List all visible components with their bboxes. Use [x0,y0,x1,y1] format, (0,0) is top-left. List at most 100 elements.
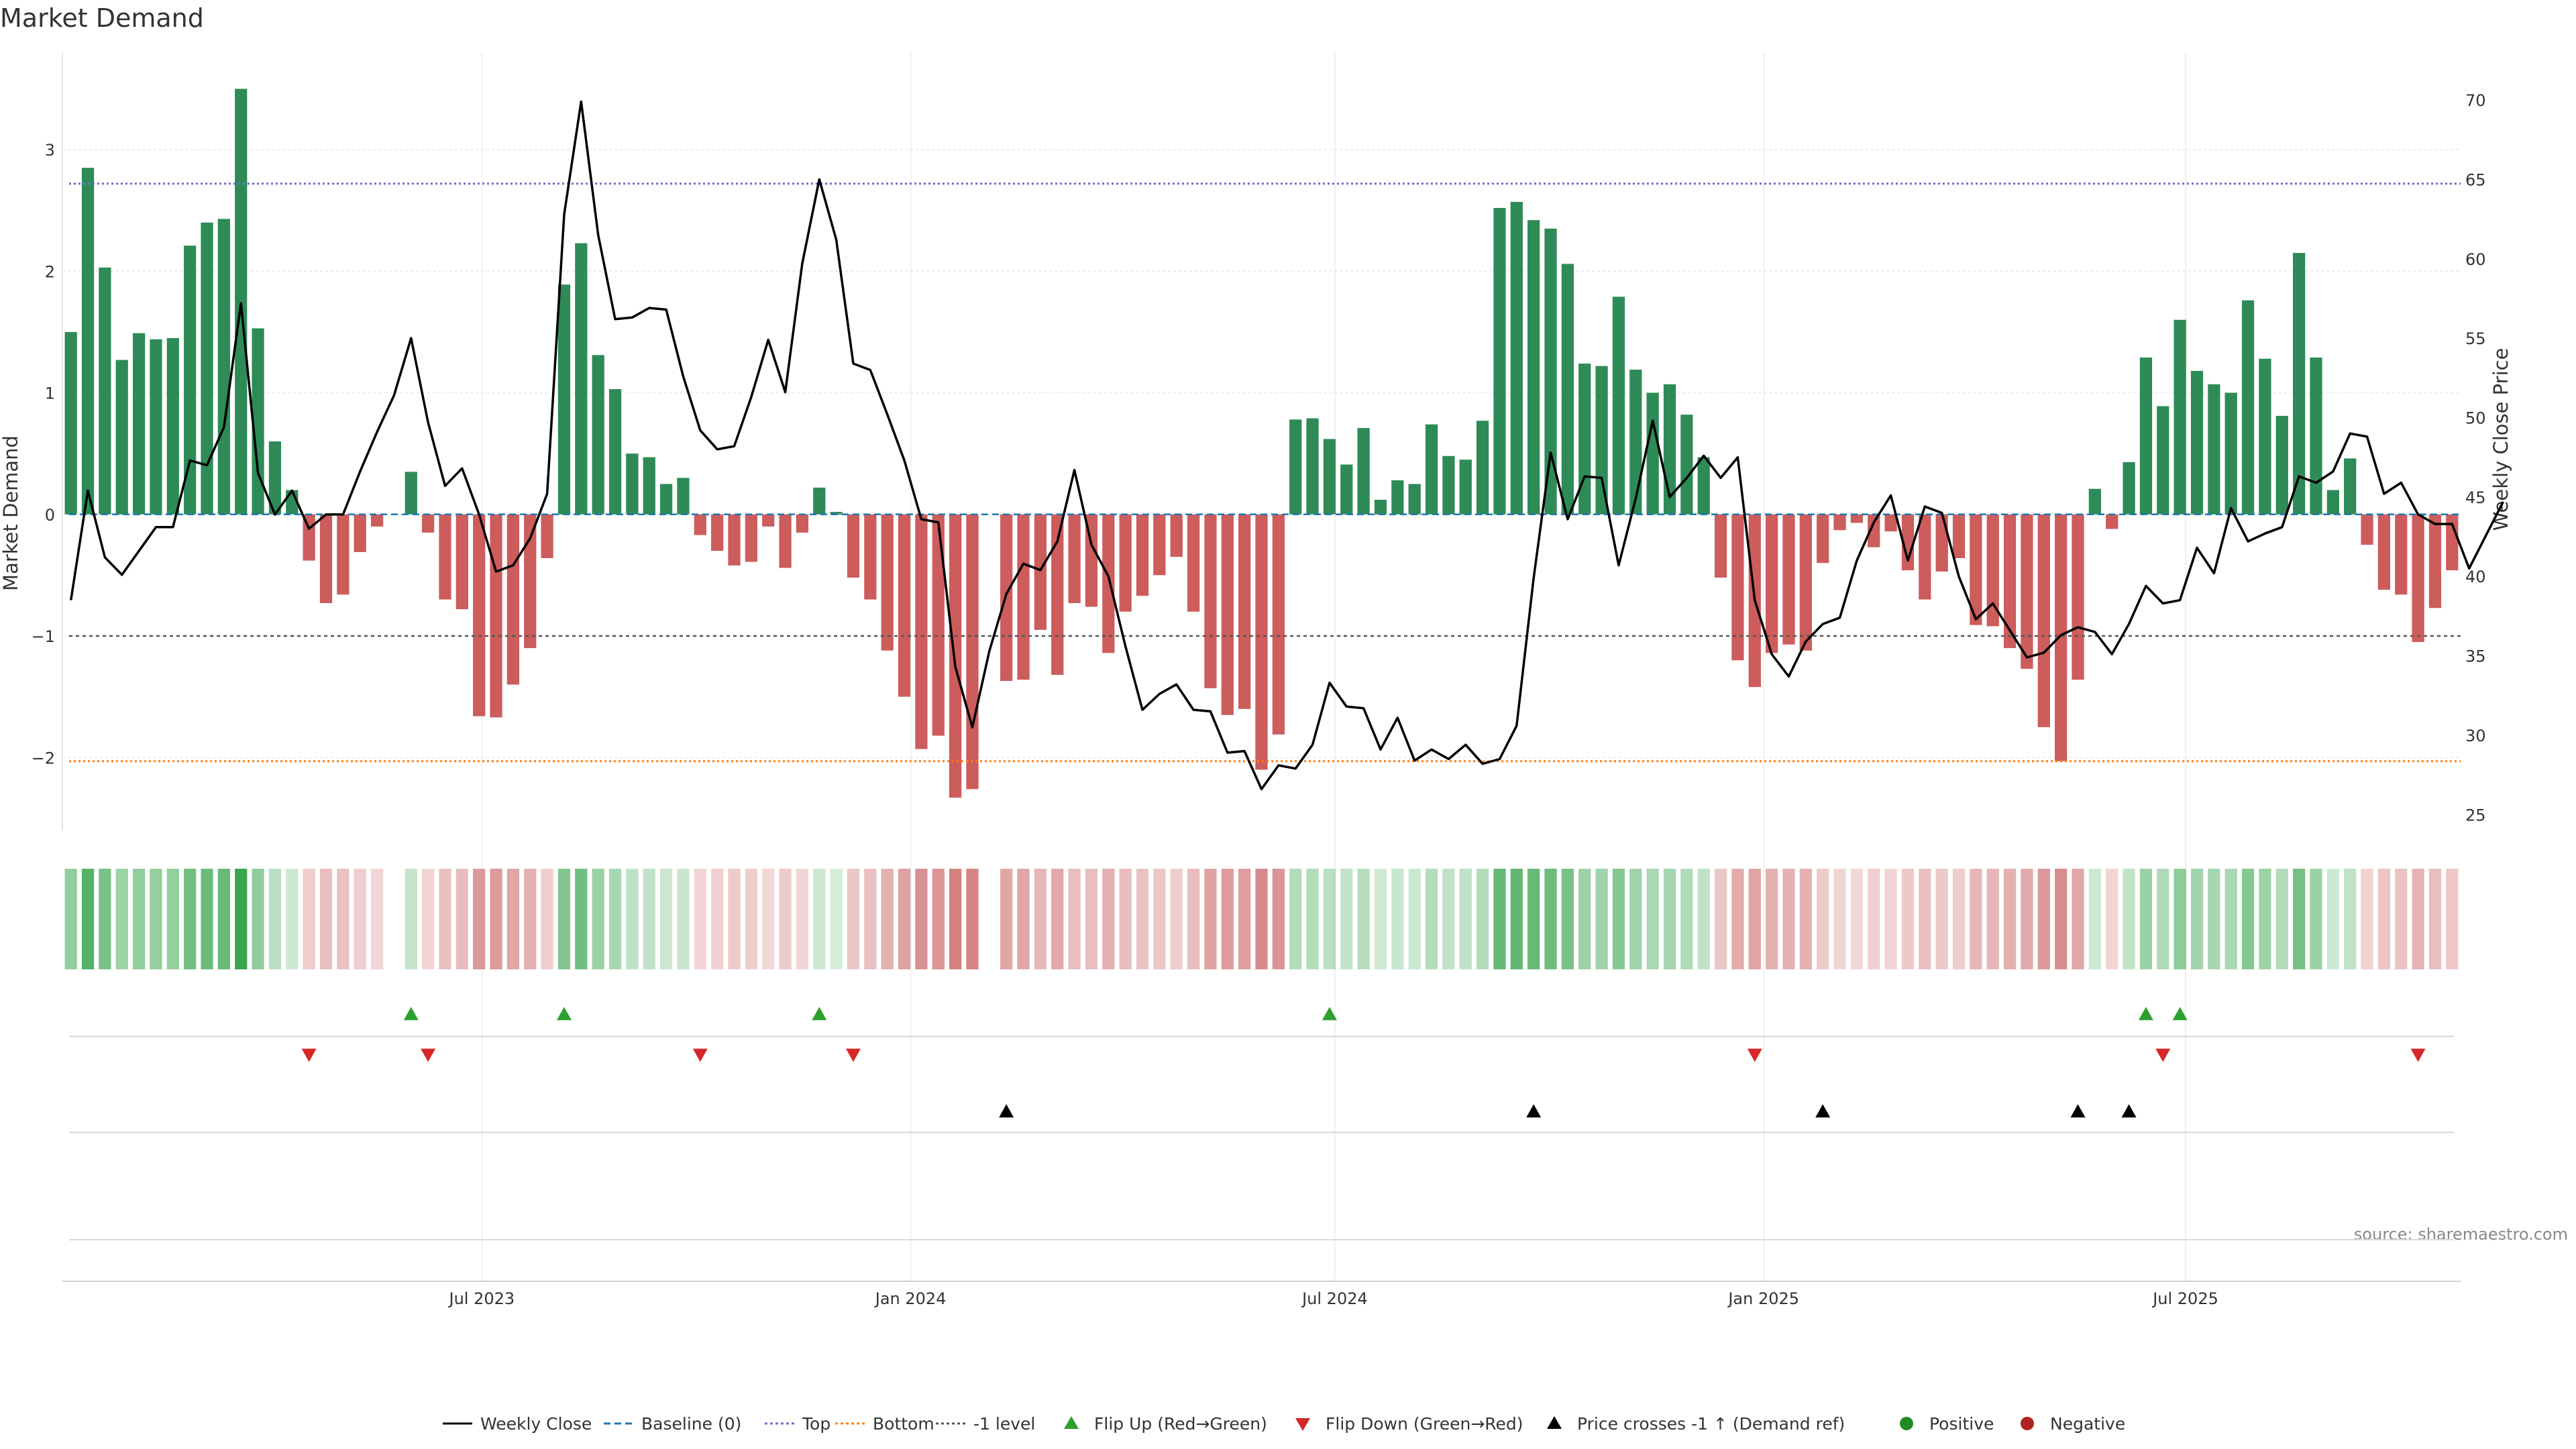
legend-label: Price crosses -1 ↑ (Demand ref) [1577,1414,1845,1434]
y2-tick-label: 45 [2465,488,2486,507]
heat-cell [1884,869,1897,969]
heat-cell [1748,869,1761,969]
legend-item: Negative [2021,1414,2125,1434]
legend-label: Flip Down (Green→Red) [1326,1414,1523,1434]
demand-bar [626,453,639,515]
demand-bar [1868,514,1880,547]
heat-cell [643,869,655,969]
legend-item: Price crosses -1 ↑ (Demand ref) [1547,1414,1845,1434]
heat-cell [166,869,179,969]
heat-cell [2003,869,2017,969]
heat-cell [2190,869,2204,969]
demand-bar [1442,455,1455,515]
demand-bar [1629,370,1642,515]
demand-bar [2395,514,2408,595]
heat-cell [1323,869,1336,969]
legend-label: Baseline (0) [641,1414,741,1434]
source-note: source: sharemaestro.com [2354,1225,2568,1244]
heat-cell [354,869,366,969]
demand-bar [370,514,384,527]
demand-bar [881,514,894,651]
legend-item: Flip Up (Red→Green) [1064,1414,1267,1434]
heat-cell [1391,869,1404,969]
legend-marker-down [1295,1418,1310,1431]
heat-cell [1408,869,1421,969]
chart-title: Market Demand [0,3,204,33]
demand-bar [949,514,962,798]
event-marker-up [999,1104,1014,1118]
demand-bar [932,514,945,736]
legend-label: Positive [1929,1414,1994,1434]
demand-bar [1136,514,1149,596]
heat-cell [2123,869,2135,969]
heat-cell [1646,869,1659,969]
legend-marker-circle [1900,1417,1913,1430]
demand-bar [268,441,282,515]
demand-bar [99,267,111,515]
demand-bar [1476,421,1489,515]
demand-bar [252,328,264,515]
demand-bar [506,514,520,685]
demand-bar [1817,514,1829,564]
x-tick-label: Jul 2025 [2151,1289,2218,1308]
heat-cell [2139,869,2153,969]
demand-bar [711,514,724,551]
y-axis-title: Market Demand [0,435,22,591]
heat-cell [252,869,264,969]
heat-cell [490,869,502,969]
demand-bar [2259,358,2271,515]
heat-cell [1034,869,1047,969]
heat-cell [1595,869,1608,969]
y2-tick-label: 40 [2465,568,2486,586]
demand-bar [1952,514,1966,558]
demand-bar [1884,514,1897,532]
heat-cell [132,869,146,969]
heat-cell [1425,869,1438,969]
event-marker-up [403,1007,419,1020]
heat-cell [915,869,928,969]
demand-bar [319,514,333,604]
heat-cell [455,869,468,969]
heat-cell [1578,869,1591,969]
demand-bar [455,514,468,610]
heat-cell [150,869,162,969]
demand-bar [2344,458,2357,515]
legend-item: Positive [1900,1414,1994,1434]
demand-bar [421,514,435,533]
event-marker-up [1526,1104,1542,1118]
heat-cell [1221,869,1234,969]
demand-bar [1919,514,1931,600]
heat-cell [1170,869,1183,969]
heat-cell [524,869,537,969]
demand-bar [898,514,911,697]
demand-bar [2293,253,2306,515]
heat-cell [201,869,213,969]
demand-bar [1493,208,1506,515]
heat-cell [1272,869,1285,969]
demand-bar [2055,514,2068,761]
y2-tick-label: 30 [2465,727,2486,745]
heat-cell [1919,869,1931,969]
demand-bar [184,246,197,515]
legend-item: Flip Down (Green→Red) [1295,1414,1523,1434]
reference-lines [69,182,2461,763]
legend-label: -1 level [973,1414,1035,1434]
y2-tick-label: 35 [2465,647,2486,666]
demand-bar [1102,514,1115,653]
demand-bar [1595,366,1608,515]
demand-bar [1459,460,1472,515]
demand-bar [762,514,775,527]
heat-cell [2344,869,2357,969]
demand-bar [405,472,417,515]
x-tick-label: Jul 2023 [448,1289,515,1308]
heat-cell [541,869,553,969]
heat-cell [813,869,826,969]
heat-cell [864,869,877,969]
demand-bar [1782,514,1795,645]
event-markers [69,1007,2454,1240]
demand-bars [64,89,2459,798]
x-tick-label: Jan 2025 [1727,1289,1799,1308]
legend-label: Flip Up (Red→Green) [1094,1414,1267,1434]
heat-cell [2106,869,2118,969]
